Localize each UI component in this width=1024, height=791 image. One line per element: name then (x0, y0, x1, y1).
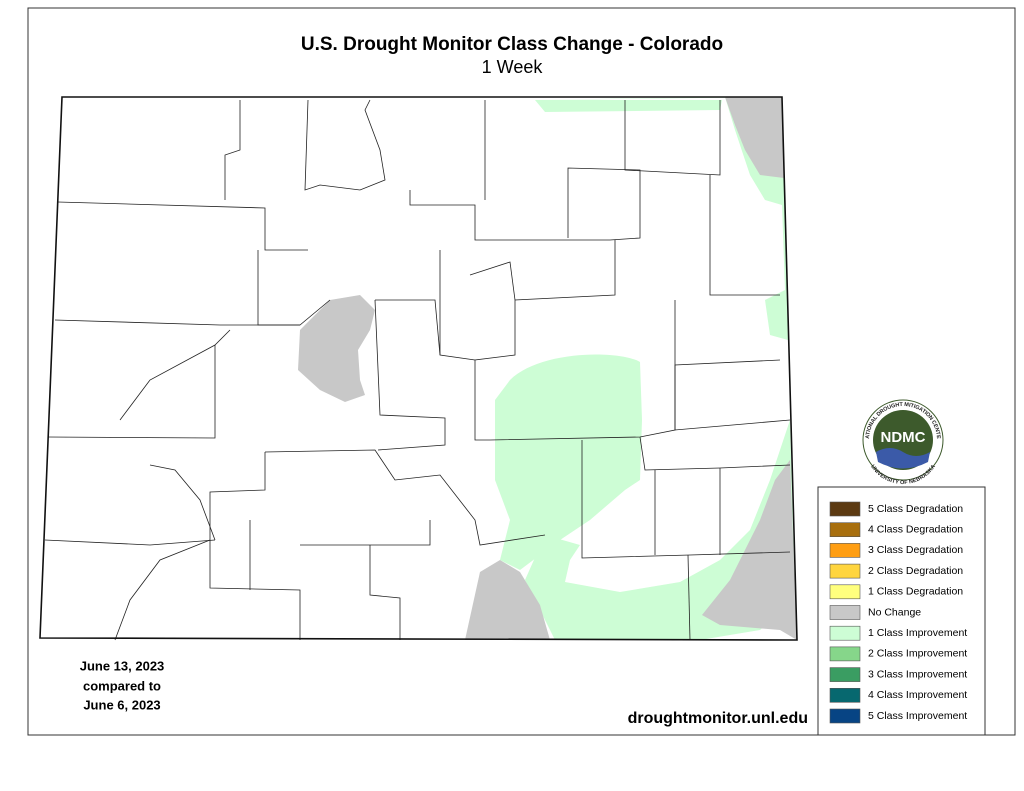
date-line: June 13, 2023 (80, 658, 165, 673)
improvement-area (495, 354, 642, 570)
logo-name: NDMC (881, 429, 926, 446)
legend: 5 Class Degradation 4 Class Degradation 3 … (829, 501, 967, 724)
legend-label: 1 Class Degradation (868, 586, 963, 598)
legend-swatch (829, 646, 861, 662)
legend-swatch (829, 708, 861, 724)
legend-swatch (829, 605, 861, 620)
map-subtitle: 1 Week (482, 57, 544, 77)
county-lines (44, 99, 791, 641)
no-change-area (465, 560, 550, 640)
date-note: June 13, 2023 compared to June 6, 2023 (80, 658, 165, 712)
legend-label: 1 Class Improvement (868, 627, 967, 639)
legend-label: 2 Class Degradation (868, 565, 963, 577)
legend-label: 4 Class Improvement (868, 689, 967, 701)
state-fill (40, 97, 797, 640)
legend-swatch (829, 584, 861, 600)
no-change-area (298, 295, 375, 402)
map (39, 96, 798, 641)
no-change-area (725, 97, 784, 178)
legend-swatch (829, 522, 861, 538)
no-change-area (702, 460, 797, 640)
legend-swatch (829, 667, 861, 682)
legend-swatch (829, 687, 861, 703)
legend-label: 4 Class Degradation (868, 523, 963, 535)
date-line: compared to (83, 678, 161, 693)
legend-label: No Change (868, 606, 921, 618)
legend-swatch (829, 625, 861, 641)
legend-swatch (829, 501, 861, 517)
map-title: U.S. Drought Monitor Class Change - Colo… (301, 34, 723, 55)
legend-label: 3 Class Degradation (868, 544, 963, 556)
legend-label: 5 Class Degradation (868, 503, 963, 515)
legend-label: 3 Class Improvement (868, 668, 967, 680)
source-url: droughtmonitor.unl.edu (628, 710, 808, 727)
legend-swatch (829, 563, 861, 579)
date-line: June 6, 2023 (83, 697, 160, 712)
state-outline (39, 96, 798, 641)
legend-label: 5 Class Improvement (868, 710, 967, 722)
legend-swatch (829, 543, 861, 558)
logo-wave (876, 448, 930, 469)
legend-label: 2 Class Improvement (868, 648, 967, 660)
